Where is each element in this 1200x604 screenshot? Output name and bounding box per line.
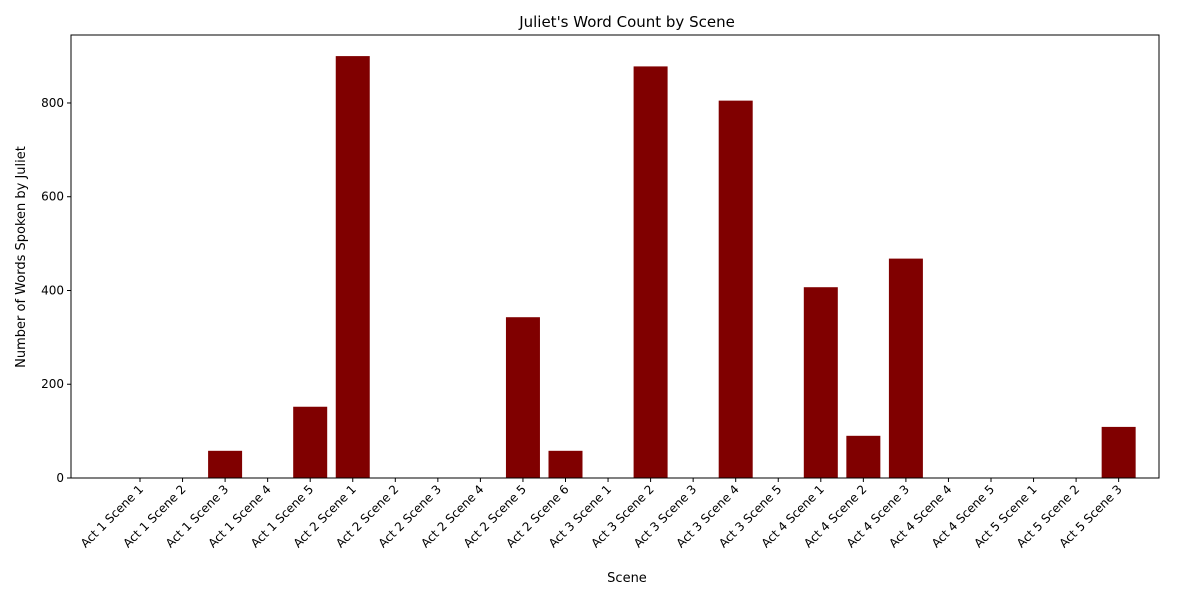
bar [548,450,583,478]
bar [1101,426,1136,478]
bar [888,258,923,478]
y-axis-label: Number of Words Spoken by Juliet [14,146,29,368]
bar [293,406,328,478]
bar [803,287,838,478]
bar [208,450,243,478]
y-tick-label: 200 [41,377,64,391]
x-axis-label: Scene [607,571,647,586]
plot-frame [70,34,1160,479]
chart-title: Juliet's Word Count by Scene [518,13,735,31]
bar [505,317,540,478]
y-axis-ticks: 0 200 400 600 800 [41,96,71,485]
y-tick-label: 400 [41,283,64,297]
bars-group [208,56,1136,478]
bar [846,435,881,478]
bar [718,100,753,478]
bar [335,56,370,478]
y-tick-label: 0 [56,471,64,485]
y-tick-label: 600 [41,190,64,204]
bar [633,66,668,478]
y-tick-label: 800 [41,96,64,110]
